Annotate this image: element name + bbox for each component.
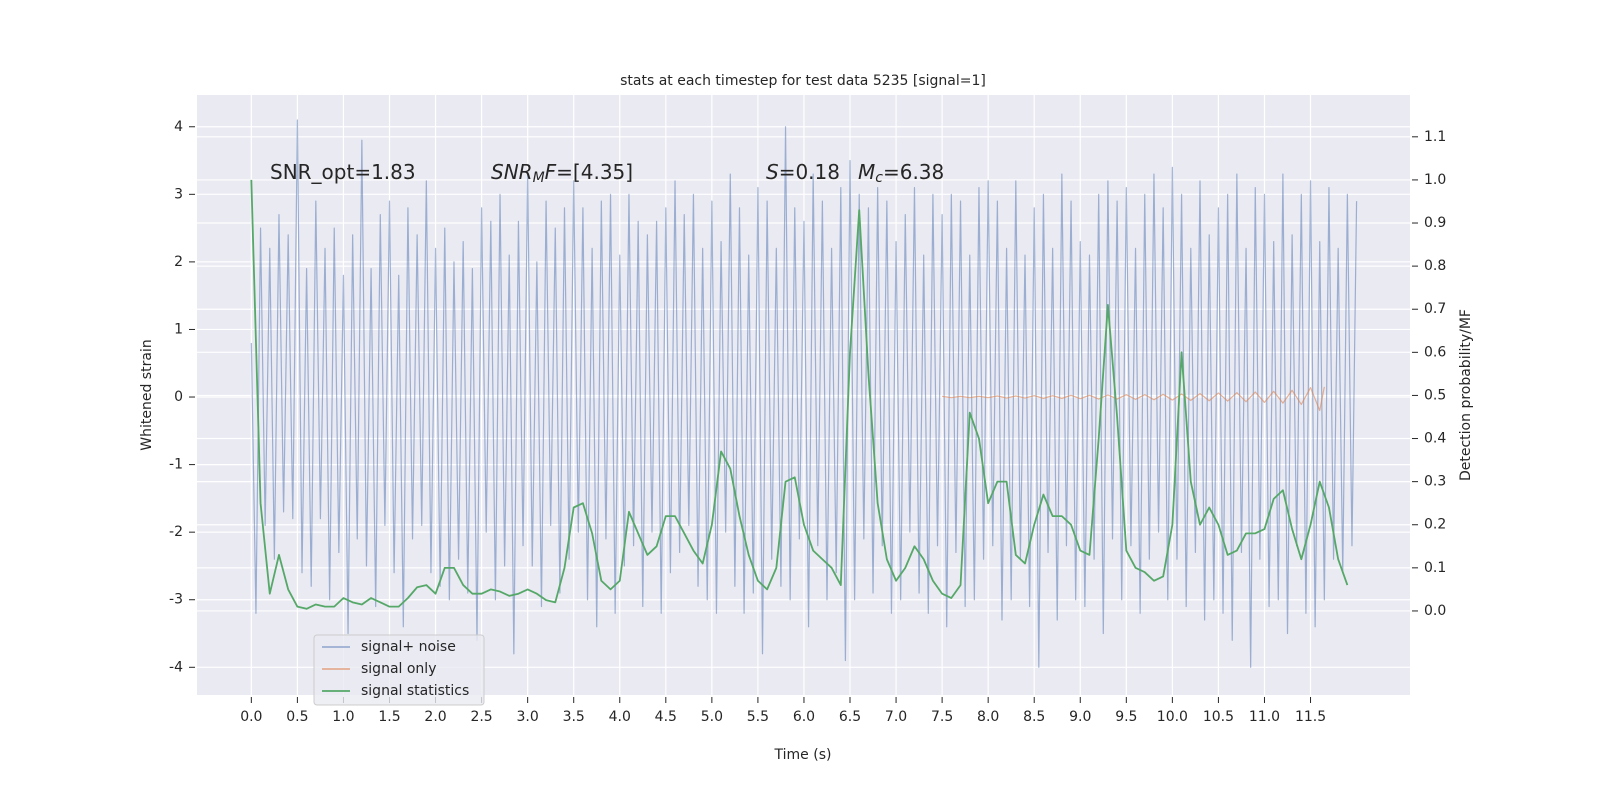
x-tick-label: 5.5 — [747, 709, 769, 725]
y-tick-label: -2 — [169, 524, 183, 540]
y2-tick-label: 1.0 — [1424, 172, 1446, 188]
annotation-part: M — [533, 170, 545, 186]
x-tick-label: 2.0 — [424, 709, 446, 725]
x-tick-label: 9.5 — [1115, 709, 1137, 725]
legend-label: signal only — [361, 661, 436, 677]
series-line — [250, 119, 1358, 668]
y-tick-label: 1 — [174, 321, 183, 337]
y2-tick-label: 1.1 — [1424, 129, 1446, 145]
y2-tick-label: 0.8 — [1424, 258, 1446, 274]
x-tick-label: 11.5 — [1295, 709, 1326, 725]
x-tick-label: 5.0 — [701, 709, 723, 725]
series-line — [942, 386, 1325, 412]
y2-tick-label: 0.0 — [1424, 603, 1446, 619]
annotation: S=0.18 — [766, 160, 840, 184]
x-tick-label: 1.0 — [332, 709, 354, 725]
x-tick-label: 6.0 — [793, 709, 815, 725]
ticks: -4 -3 -2 -1 0 1 2 3 4 0.0 0.1 0.2 0.3 0.4 0.5 0.6 0.7 0.8… — [169, 119, 1446, 725]
y-tick-label: 2 — [174, 254, 183, 270]
x-tick-label: 8.5 — [1023, 709, 1045, 725]
x-axis-label: Time (s) — [774, 747, 832, 763]
x-tick-label: 7.0 — [885, 709, 907, 725]
annotation-part: =0.18 — [779, 160, 840, 184]
annotation: Mc=6.38 — [858, 160, 944, 187]
x-tick-label: 6.5 — [839, 709, 861, 725]
annotation-part: M — [858, 160, 875, 184]
y2-tick-label: 0.4 — [1424, 431, 1446, 447]
x-tick-label: 0.5 — [286, 709, 308, 725]
chart-title: stats at each timestep for test data 523… — [620, 73, 986, 89]
y2-tick-label: 0.2 — [1424, 517, 1446, 533]
y2-tick-label: 0.1 — [1424, 560, 1446, 576]
annotation: SNRMF=[4.35] — [491, 160, 633, 187]
legend-label: signal statistics — [361, 683, 469, 699]
annotation-part: SNR_opt=1.83 — [270, 160, 416, 184]
y-tick-label: -4 — [169, 659, 183, 675]
y-tick-label: -3 — [169, 592, 183, 608]
legend-label: signal+ noise — [361, 639, 456, 655]
y2-tick-label: 0.6 — [1424, 344, 1446, 360]
annotation-part: c — [875, 170, 883, 186]
x-tick-label: 9.0 — [1069, 709, 1091, 725]
y-tick-label: 3 — [174, 186, 183, 202]
legend-box — [313, 634, 485, 706]
y2-tick-label: 0.3 — [1424, 474, 1446, 490]
y2-tick-label: 0.5 — [1424, 387, 1446, 403]
annotation-part: S — [766, 160, 779, 184]
x-tick-label: 3.0 — [517, 709, 539, 725]
x-tick-label: 4.0 — [609, 709, 631, 725]
annotation: SNR_opt=1.83 — [270, 160, 416, 184]
y-tick-label: 0 — [174, 389, 183, 405]
series-line — [250, 179, 1349, 610]
x-tick-label: 1.5 — [378, 709, 400, 725]
x-tick-label: 10.5 — [1203, 709, 1234, 725]
y2-tick-label: 0.9 — [1424, 215, 1446, 231]
annotation-part: =6.38 — [883, 160, 944, 184]
annotation-part: F — [545, 160, 557, 184]
y-axis-label: Whitened strain — [139, 339, 155, 450]
legend: signal+ noise signal only signal statistic… — [313, 634, 485, 706]
annotation-part: =[4.35] — [556, 160, 633, 184]
annotation-part: SNR — [491, 160, 533, 184]
y-tick-label: -1 — [169, 457, 183, 473]
x-tick-label: 11.0 — [1249, 709, 1280, 725]
x-tick-label: 7.5 — [931, 709, 953, 725]
x-tick-label: 10.0 — [1157, 709, 1188, 725]
x-tick-label: 4.5 — [655, 709, 677, 725]
x-tick-label: 8.0 — [977, 709, 999, 725]
y2-tick-label: 0.7 — [1424, 301, 1446, 317]
x-tick-label: 0.0 — [240, 709, 262, 725]
x-tick-label: 3.5 — [563, 709, 585, 725]
x-tick-label: 2.5 — [470, 709, 492, 725]
y-tick-label: 4 — [174, 119, 183, 135]
grid — [197, 95, 1410, 695]
y2-axis-label: Detection probability/MF — [1458, 309, 1474, 481]
